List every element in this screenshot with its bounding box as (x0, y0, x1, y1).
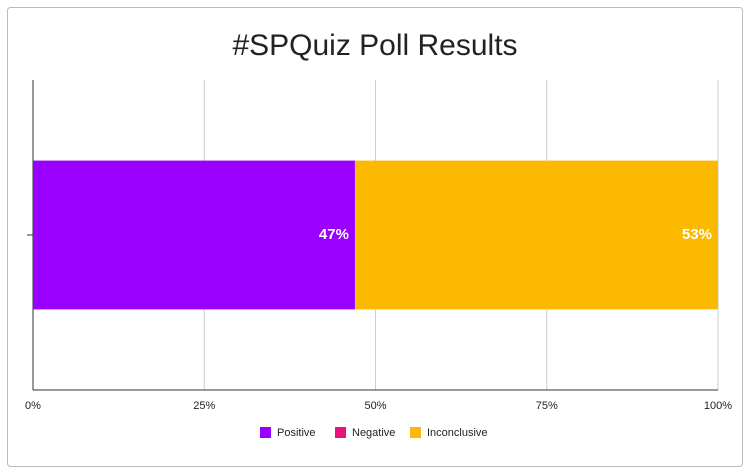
bar-segment (354, 160, 718, 310)
bar-segment (33, 160, 355, 310)
x-tick-label: 100% (704, 400, 732, 412)
value-label: 47% (319, 226, 349, 243)
legend-swatch (335, 427, 346, 438)
value-label: 53% (682, 226, 712, 243)
legend-label: Negative (352, 427, 395, 439)
x-tick-label: 0% (25, 400, 41, 412)
legend-swatch (410, 427, 421, 438)
x-tick-label: 75% (536, 400, 558, 412)
x-tick-label: 50% (364, 400, 386, 412)
x-tick-label: 25% (193, 400, 215, 412)
legend-swatch (260, 427, 271, 438)
chart-title: #SPQuiz Poll Results (232, 29, 517, 62)
legend-label: Inconclusive (427, 427, 488, 439)
legend-label: Positive (277, 427, 316, 439)
